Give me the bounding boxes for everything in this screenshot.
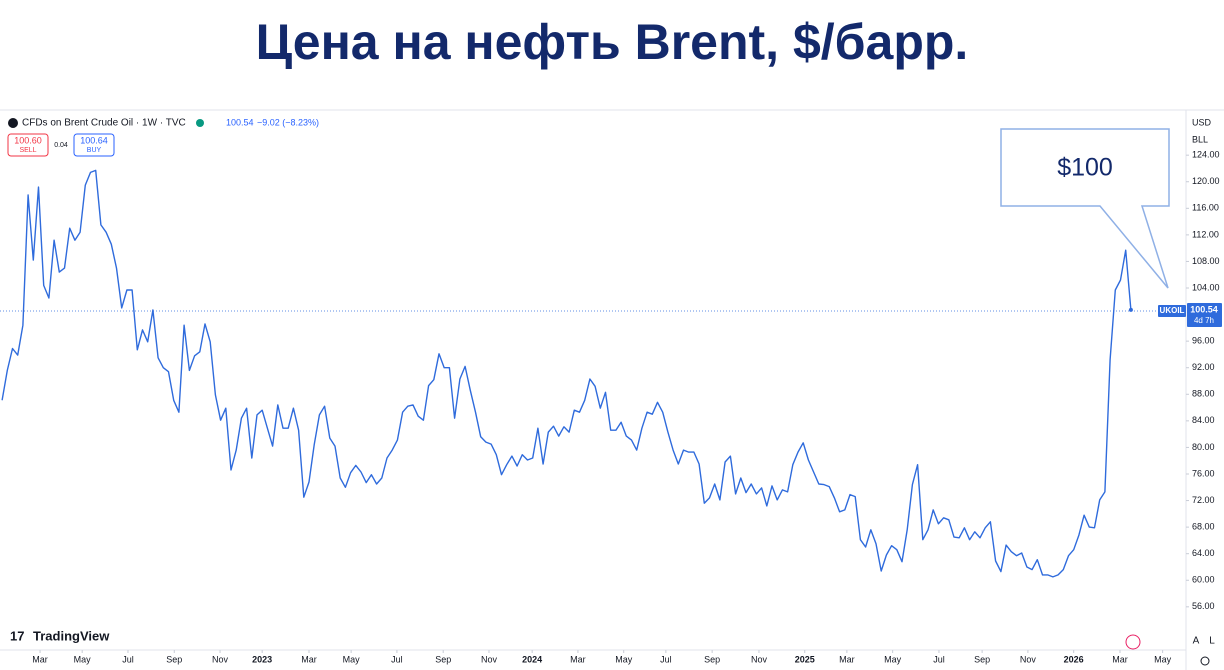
x-tick-label: Sep <box>704 654 720 664</box>
change: −9.02 (−8.23%) <box>257 117 319 127</box>
x-tick-label: Jul <box>933 654 945 664</box>
brand: TradingView <box>33 628 110 643</box>
symbol: CFDs on Brent Crude Oil · 1W · TVC <box>22 118 186 129</box>
y-tick-label: 124.00 <box>1192 150 1220 160</box>
x-tick-label: Sep <box>435 654 451 664</box>
x-tick-label: May <box>74 654 92 664</box>
status-dot <box>196 119 204 127</box>
y-tick-label: 80.00 <box>1192 442 1215 452</box>
buy-price: 100.64 <box>80 135 108 145</box>
currency: USD <box>1192 117 1212 127</box>
x-tick-label: 2026 <box>1064 654 1084 664</box>
callout <box>1000 128 1170 289</box>
y-tick-label: 116.00 <box>1192 203 1219 213</box>
sell-button[interactable] <box>7 133 49 157</box>
x-tick-label: 2024 <box>522 654 542 664</box>
x-tick-label: May <box>615 654 633 664</box>
x-tick-label: 2023 <box>252 654 272 664</box>
x-tick-label: Mar <box>1112 654 1128 664</box>
y-tick-label: 112.00 <box>1192 229 1219 239</box>
x-tick-label: 2025 <box>795 654 815 664</box>
y-tick-label: 72.00 <box>1192 495 1215 505</box>
y-tick-label: 56.00 <box>1192 601 1215 611</box>
buy-button[interactable] <box>73 133 115 157</box>
settings-icon[interactable] <box>1200 656 1210 666</box>
y-tick-label: 68.00 <box>1192 521 1215 531</box>
x-tick-label: Nov <box>751 654 768 664</box>
last-price: 100.54 <box>1190 304 1218 314</box>
sell-label: SELL <box>19 147 36 154</box>
x-tick-label: Sep <box>974 654 990 664</box>
y-tick-label: 76.00 <box>1192 468 1215 478</box>
x-tick-label: Jul <box>660 654 672 664</box>
x-tick-label: Nov <box>1020 654 1037 664</box>
x-tick-label: Sep <box>166 654 182 664</box>
x-tick-label: Jul <box>122 654 134 664</box>
x-tick-label: Nov <box>481 654 498 664</box>
quote: 100.54 <box>226 117 254 127</box>
y-tick-label: 60.00 <box>1192 575 1215 585</box>
buy-label: BUY <box>87 147 102 154</box>
x-tick-label: May <box>343 654 361 664</box>
x-tick-label: Mar <box>570 654 586 664</box>
page-title: Цена на нефть Brent, $/барр. <box>256 14 969 70</box>
y-tick-label: 96.00 <box>1192 336 1215 346</box>
brand-mark: 17 <box>10 628 24 643</box>
ticker: UKOIL <box>1160 306 1185 315</box>
spread: 0.04 <box>54 142 68 149</box>
sell-price: 100.60 <box>14 135 42 145</box>
y-tick-label: 84.00 <box>1192 415 1215 425</box>
ticker-tag <box>1158 304 1186 317</box>
y-tick-label: 92.00 <box>1192 362 1215 372</box>
auto-toggle[interactable]: A <box>1193 636 1200 647</box>
symbol-icon <box>8 118 18 128</box>
countdown: 4d 7h <box>1194 316 1214 325</box>
y-tick-label: 88.00 <box>1192 389 1215 399</box>
price-line <box>1 169 1132 578</box>
y-tick-label: 64.00 <box>1192 548 1215 558</box>
last-point <box>1128 307 1133 312</box>
x-tick-label: Nov <box>212 654 229 664</box>
x-tick-label: May <box>884 654 902 664</box>
plot <box>0 169 1185 578</box>
y-tick-label: 108.00 <box>1192 256 1220 266</box>
unit: BLL <box>1192 134 1208 144</box>
log-toggle[interactable]: L <box>1209 636 1215 647</box>
price-tag <box>1187 302 1222 327</box>
x-tick-label: Mar <box>301 654 317 664</box>
x-tick-label: Mar <box>839 654 855 664</box>
y-tick-label: 104.00 <box>1192 282 1220 292</box>
y-tick-label: 120.00 <box>1192 176 1220 186</box>
annotation: $100 <box>1057 154 1113 182</box>
x-tick-label: May <box>1154 654 1172 664</box>
alert-icon[interactable] <box>1125 634 1141 650</box>
x-tick-label: Mar <box>32 654 48 664</box>
x-tick-label: Jul <box>391 654 403 664</box>
